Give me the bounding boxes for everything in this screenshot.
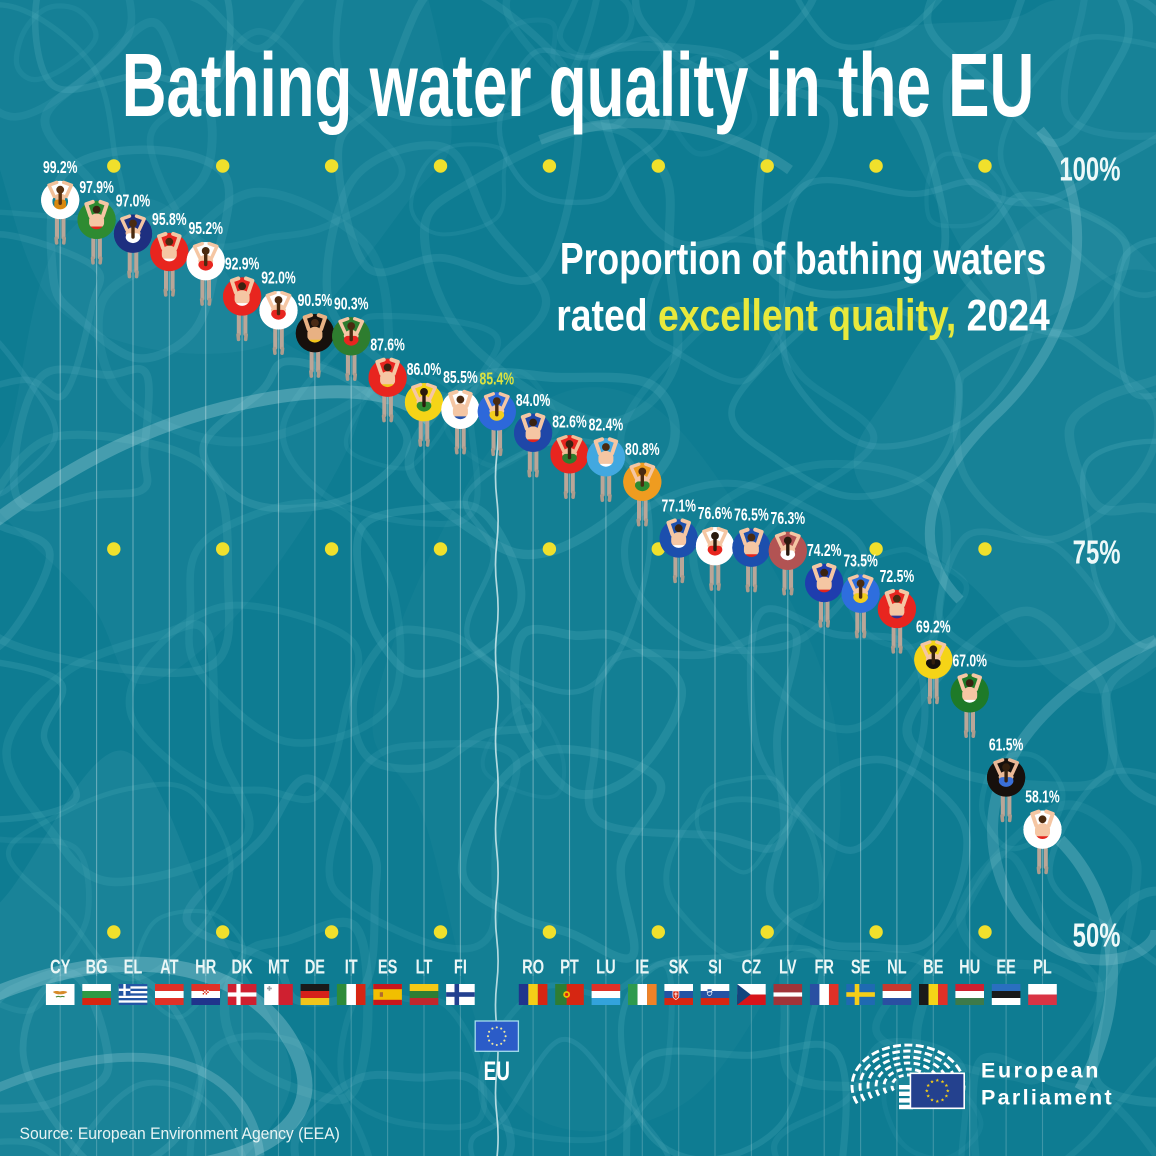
svg-text:EL: EL (124, 955, 143, 978)
svg-text:92.9%: 92.9% (225, 254, 260, 274)
svg-text:85.4%: 85.4% (480, 369, 515, 389)
svg-text:SI: SI (708, 955, 722, 978)
svg-text:82.4%: 82.4% (589, 415, 624, 435)
svg-text:BE: BE (923, 955, 943, 978)
svg-text:NL: NL (887, 955, 907, 978)
svg-text:50%: 50% (1073, 918, 1121, 955)
svg-text:LV: LV (779, 955, 797, 978)
svg-text:BG: BG (86, 955, 108, 978)
svg-text:PT: PT (560, 955, 579, 978)
svg-text:MT: MT (268, 955, 289, 978)
svg-text:80.8%: 80.8% (625, 440, 660, 460)
svg-text:PL: PL (1033, 955, 1052, 978)
svg-text:SK: SK (669, 955, 690, 978)
svg-text:European: European (981, 1059, 1101, 1083)
svg-text:90.3%: 90.3% (334, 294, 369, 314)
svg-text:58.1%: 58.1% (1025, 788, 1060, 808)
svg-text:Source: European Environment A: Source: European Environment Agency (EEA… (20, 1125, 340, 1143)
svg-text:76.6%: 76.6% (698, 504, 733, 524)
svg-text:84.0%: 84.0% (516, 391, 551, 411)
svg-text:95.8%: 95.8% (152, 210, 187, 230)
svg-text:Parliament: Parliament (981, 1086, 1114, 1110)
svg-text:100%: 100% (1059, 152, 1120, 189)
svg-text:AT: AT (160, 955, 179, 978)
svg-text:Bathing water quality in the E: Bathing water quality in the EU (122, 35, 1035, 135)
svg-text:rated excellent quality, 2024: rated excellent quality, 2024 (556, 290, 1050, 340)
svg-text:CY: CY (50, 955, 71, 978)
svg-text:97.0%: 97.0% (116, 192, 151, 212)
svg-text:EU: EU (484, 1056, 510, 1086)
svg-text:72.5%: 72.5% (880, 567, 915, 587)
svg-text:HR: HR (195, 955, 216, 978)
svg-text:FR: FR (814, 955, 834, 978)
svg-text:73.5%: 73.5% (843, 552, 878, 572)
svg-text:DK: DK (232, 955, 253, 978)
svg-text:86.0%: 86.0% (407, 360, 442, 380)
svg-text:SE: SE (851, 955, 870, 978)
svg-text:61.5%: 61.5% (989, 735, 1024, 755)
svg-text:69.2%: 69.2% (916, 618, 951, 638)
svg-text:LT: LT (416, 955, 433, 978)
svg-text:67.0%: 67.0% (952, 651, 987, 671)
svg-text:97.9%: 97.9% (79, 178, 114, 198)
svg-text:HU: HU (959, 955, 980, 978)
svg-text:85.5%: 85.5% (443, 368, 478, 388)
svg-text:EE: EE (996, 955, 1015, 978)
svg-text:76.3%: 76.3% (771, 509, 806, 529)
svg-text:FI: FI (454, 955, 467, 978)
svg-text:LU: LU (596, 955, 615, 978)
svg-text:99.2%: 99.2% (43, 158, 78, 178)
svg-text:92.0%: 92.0% (261, 268, 296, 288)
svg-text:82.6%: 82.6% (552, 412, 587, 432)
svg-text:RO: RO (522, 955, 544, 978)
svg-text:95.2%: 95.2% (188, 219, 223, 239)
svg-text:90.5%: 90.5% (298, 291, 333, 311)
svg-text:DE: DE (305, 955, 325, 978)
svg-text:IT: IT (345, 955, 358, 978)
svg-text:CZ: CZ (742, 955, 762, 978)
svg-text:87.6%: 87.6% (370, 336, 405, 356)
svg-text:77.1%: 77.1% (661, 496, 696, 516)
svg-text:74.2%: 74.2% (807, 541, 842, 561)
svg-text:IE: IE (635, 955, 649, 978)
svg-text:76.5%: 76.5% (734, 506, 769, 526)
svg-text:Proportion of bathing waters: Proportion of bathing waters (560, 234, 1046, 284)
svg-text:ES: ES (378, 955, 397, 978)
svg-text:75%: 75% (1073, 535, 1121, 572)
